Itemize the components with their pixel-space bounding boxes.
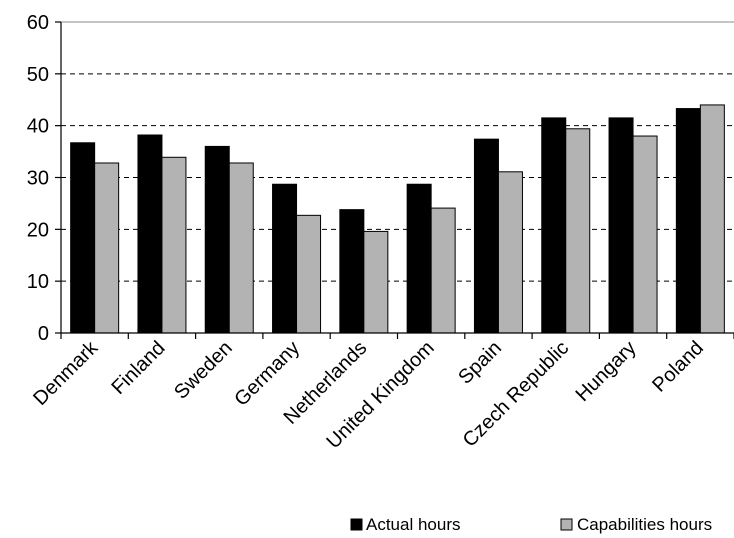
y-tick-label-10: 10 xyxy=(27,271,49,293)
legend-swatch-capabilities xyxy=(560,518,573,531)
bar-capabilities-finland xyxy=(161,156,187,334)
bar-actual-poland xyxy=(675,108,701,334)
bar-actual-spain xyxy=(473,138,499,334)
y-tick-labels: 0 10 20 30 40 50 60 xyxy=(27,12,49,345)
x-tick-label-poland: Poland xyxy=(648,337,708,397)
bars xyxy=(70,104,725,334)
bar-capabilities-united-kingdom xyxy=(430,207,456,334)
bar-actual-united-kingdom xyxy=(406,183,432,334)
bar-actual-czech-republic xyxy=(541,117,567,334)
bar-capabilities-hungary xyxy=(632,135,658,334)
legend-swatch-actual xyxy=(350,518,363,531)
y-tick-label-30: 30 xyxy=(27,168,49,190)
bar-actual-finland xyxy=(137,134,163,334)
y-tick-label-60: 60 xyxy=(27,12,49,34)
y-tick-label-50: 50 xyxy=(27,64,49,86)
bar-capabilities-czech-republic xyxy=(565,128,591,334)
bar-capabilities-denmark xyxy=(94,162,120,334)
x-tick-label-sweden: Sweden xyxy=(170,337,237,404)
legend: Actual hours Capabilities hours xyxy=(350,515,712,534)
x-tick-label-finland: Finland xyxy=(108,337,170,399)
y-tick-label-20: 20 xyxy=(27,219,49,241)
bar-capabilities-germany xyxy=(296,214,322,334)
bar-actual-hungary xyxy=(608,117,634,334)
bar-actual-denmark xyxy=(70,142,96,334)
bar-capabilities-netherlands xyxy=(363,230,389,334)
bar-capabilities-spain xyxy=(497,171,523,334)
legend-label-actual: Actual hours xyxy=(366,515,461,534)
bar-capabilities-poland xyxy=(699,104,725,334)
y-tick-label-40: 40 xyxy=(27,116,49,138)
bar-actual-sweden xyxy=(204,145,230,334)
x-tick-label-spain: Spain xyxy=(454,337,506,389)
x-tick-label-denmark: Denmark xyxy=(29,336,103,410)
x-tick-labels: Denmark Finland SwedenGermanyNetherlandsUn… xyxy=(29,336,708,453)
bar-actual-netherlands xyxy=(339,209,365,334)
x-tick-label-hungary: Hungary xyxy=(572,337,641,406)
y-tick-label-0: 0 xyxy=(38,323,49,345)
axes xyxy=(55,21,734,339)
bar-capabilities-sweden xyxy=(228,162,254,334)
legend-label-capabilities: Capabilities hours xyxy=(577,515,712,534)
bar-actual-germany xyxy=(272,183,298,334)
